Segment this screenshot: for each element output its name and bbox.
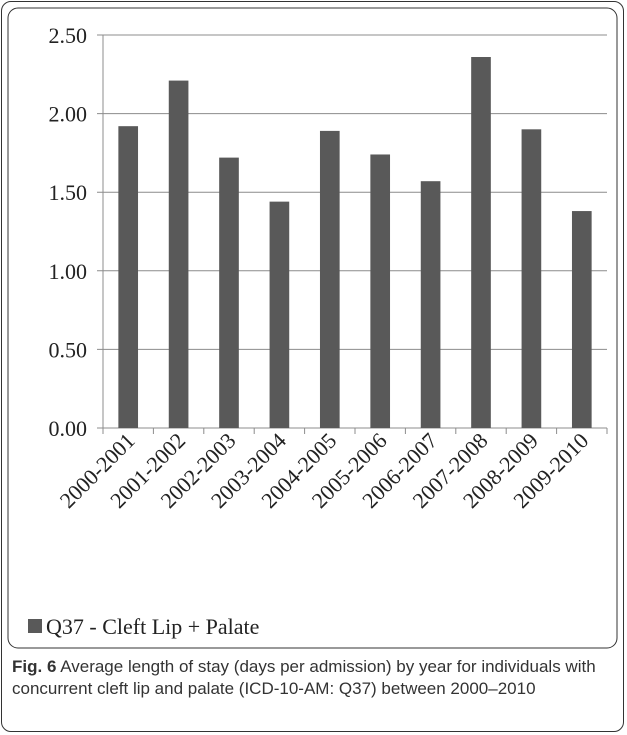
bar [269,201,290,428]
bar [571,211,592,428]
caption-text: Average length of stay (days per admissi… [12,657,596,698]
bar [219,157,239,428]
y-tick-label: 2.50 [49,23,88,48]
bar [118,126,139,429]
legend-swatch [28,619,42,633]
legend-label: Q37 - Cleft Lip + Palate [46,614,259,639]
y-tick-label: 2.00 [49,102,88,127]
chart: 0.00 0.50 1.00 1.50 2.00 2.50 Q37 - Cleft Lip … [7,7,618,649]
caption-label: Fig. 6 [12,657,57,676]
y-tick-label: 0.00 [49,416,88,441]
chart-frame [7,7,618,649]
bar [521,129,542,428]
y-tick-label: 1.00 [49,259,88,284]
y-tick-label: 0.50 [49,337,88,362]
bar [370,154,391,429]
bar [420,181,441,428]
bar [319,130,340,428]
bar [471,57,491,429]
caption: Fig. 6 Average length of stay (days per … [12,656,612,700]
bar [168,80,189,428]
y-tick-label: 1.50 [49,180,88,205]
